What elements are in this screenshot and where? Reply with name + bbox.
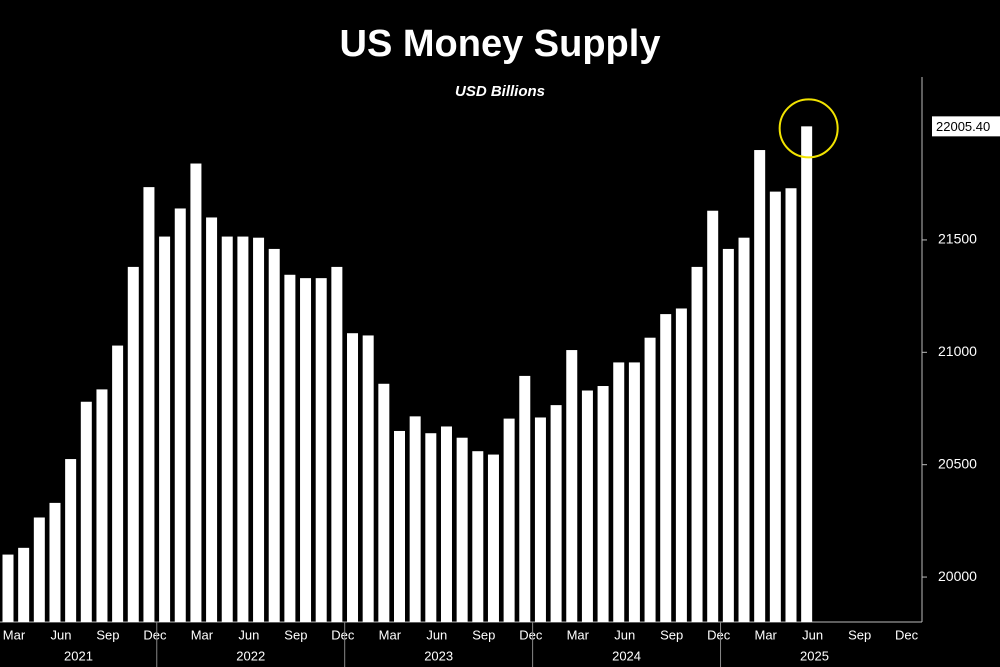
bar (801, 126, 813, 623)
bar (628, 362, 640, 622)
bar (96, 389, 108, 622)
bar (394, 430, 405, 622)
y-tick-label: 21500 (938, 231, 977, 247)
bar (722, 248, 734, 622)
bar (300, 278, 312, 622)
x-tick-label: Dec (331, 627, 355, 642)
year-label: 2023 (424, 648, 453, 663)
bar (769, 191, 781, 622)
bar (206, 217, 218, 622)
x-tick-label: Jun (802, 627, 823, 642)
x-tick-label: Sep (284, 627, 307, 642)
bar (597, 386, 609, 622)
bar (112, 345, 124, 622)
bar (613, 362, 625, 622)
x-tick-label: Dec (519, 627, 543, 642)
bar (80, 401, 92, 622)
x-tick-label: Dec (707, 627, 731, 642)
x-tick-label: Dec (895, 627, 919, 642)
x-tick-label: Mar (3, 627, 26, 642)
bar (707, 210, 719, 622)
bar (159, 236, 171, 622)
bar (566, 350, 578, 622)
year-label: 2025 (800, 648, 829, 663)
bar (174, 208, 186, 622)
bar (65, 459, 77, 622)
x-tick-label: Sep (96, 627, 119, 642)
year-label: 2021 (64, 648, 93, 663)
bar (581, 390, 593, 622)
bar (284, 274, 296, 622)
x-tick-label: Jun (238, 627, 259, 642)
bar (33, 517, 45, 622)
bar (2, 554, 14, 622)
value-label: 22005.40 (936, 119, 990, 134)
highlight-circle (778, 98, 839, 159)
bar (49, 502, 61, 622)
x-tick-label: Mar (754, 627, 777, 642)
bar (347, 333, 359, 622)
bar (18, 547, 30, 622)
x-tick-label: Sep (848, 627, 871, 642)
y-tick-label: 21000 (938, 343, 977, 359)
bar (534, 417, 546, 622)
x-tick-label: Mar (191, 627, 214, 642)
bar (472, 451, 484, 622)
value-label-box (932, 116, 1000, 137)
bar (127, 266, 139, 622)
chart-title: US Money Supply (340, 23, 661, 65)
bar (691, 266, 703, 622)
bar (456, 437, 468, 622)
bar (785, 188, 797, 622)
x-tick-label: Mar (379, 627, 402, 642)
y-tick-label: 20500 (938, 455, 977, 471)
year-label: 2022 (236, 648, 265, 663)
bar (738, 237, 750, 622)
x-tick-label: Sep (660, 627, 683, 642)
bar (675, 308, 687, 622)
x-tick-label: Dec (143, 627, 167, 642)
bar (315, 278, 327, 622)
bar (440, 426, 452, 622)
bar (268, 248, 280, 622)
x-tick-label: Sep (472, 627, 495, 642)
bar (409, 416, 421, 622)
y-tick-label: 20000 (938, 568, 977, 584)
bar (487, 454, 499, 622)
bar (754, 150, 766, 622)
bar (378, 383, 390, 622)
bar (519, 375, 531, 622)
bar (660, 314, 672, 622)
bar (550, 405, 562, 622)
chart-subtitle: USD Billions (455, 83, 545, 100)
x-tick-label: Jun (614, 627, 635, 642)
bar (237, 236, 249, 622)
bar (362, 335, 374, 622)
bar (503, 418, 515, 622)
bar (331, 266, 343, 622)
bar (221, 236, 233, 622)
x-tick-label: Jun (50, 627, 71, 642)
x-tick-label: Mar (567, 627, 590, 642)
bar (143, 187, 155, 622)
bar (425, 433, 437, 622)
bar (644, 337, 656, 622)
year-label: 2024 (612, 648, 641, 663)
x-tick-label: Jun (426, 627, 447, 642)
bar (190, 163, 202, 623)
bar (253, 237, 265, 622)
